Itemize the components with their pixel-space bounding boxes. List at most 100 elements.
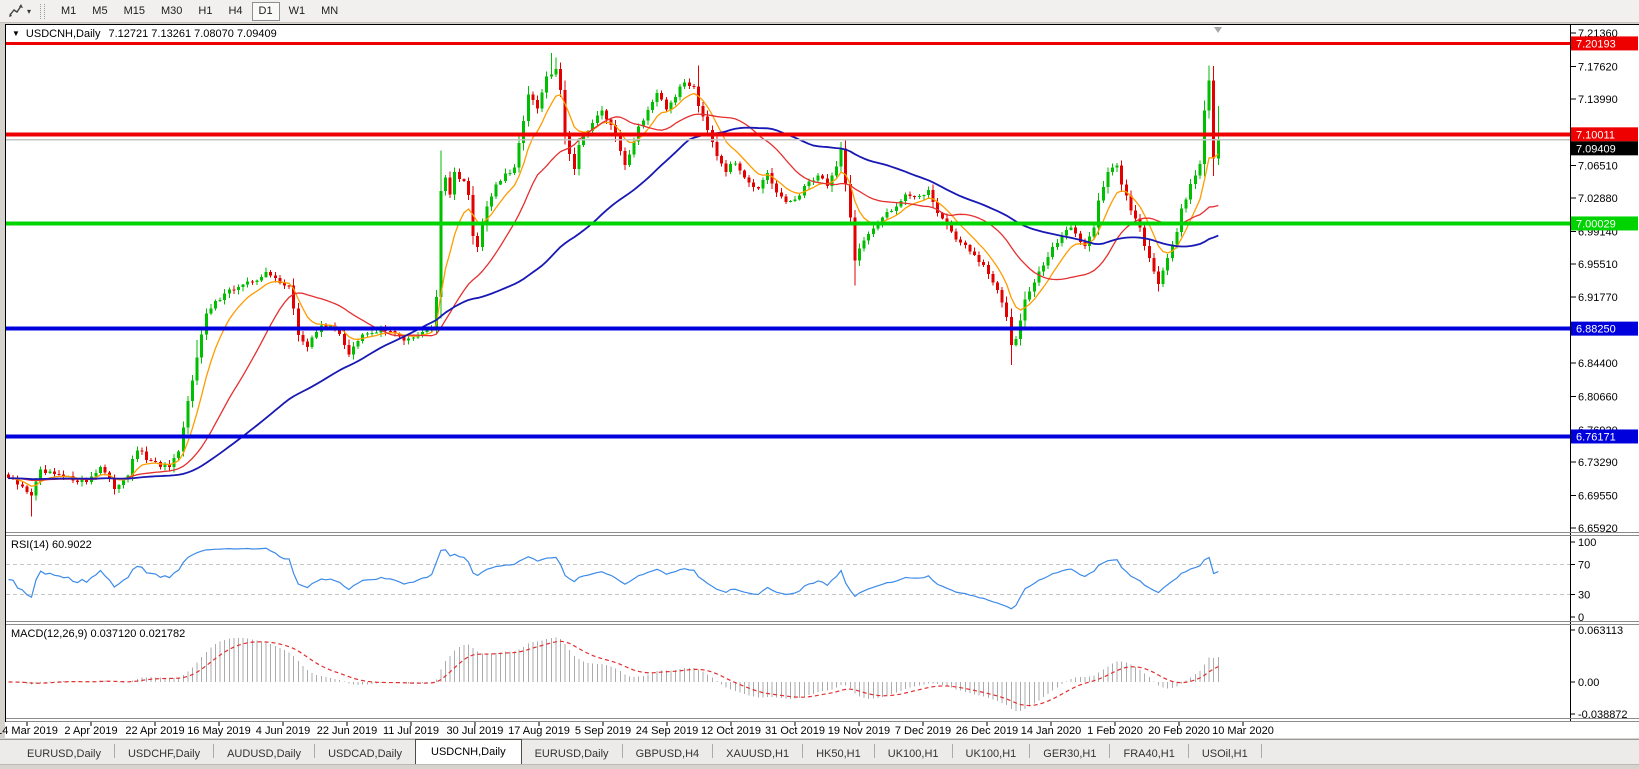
chart-tab-XAUUSD-H1[interactable]: XAUUSD,H1	[726, 747, 790, 760]
dropdown-arrow-icon: ▾	[27, 6, 32, 16]
date-tick-label: 31 Oct 2019	[765, 725, 825, 737]
date-tick-label: 19 Nov 2019	[828, 725, 890, 737]
date-tick-label: 17 Aug 2019	[508, 725, 570, 737]
hline-7.10011-label: 7.10011	[1576, 129, 1615, 141]
chart-ohlc-values: 7.12721 7.13261 7.08070 7.09409	[108, 28, 277, 40]
chart-tab-EURUSD-Daily[interactable]: EURUSD,Daily	[27, 747, 101, 760]
chart-tab-FRA40-H1[interactable]: FRA40,H1	[1123, 747, 1175, 760]
chart-title: ▼ USDCNH,Daily 7.12721 7.13261 7.08070 7.0…	[12, 28, 277, 40]
hline-6.88250-box	[1571, 321, 1638, 336]
chart-tab-AUDUSD-Daily[interactable]: AUDUSD,Daily	[227, 747, 302, 760]
ma-fast-line	[8, 92, 1219, 487]
bid-price-box	[1571, 141, 1638, 156]
date-tick-label: 30 Jul 2019	[447, 725, 504, 737]
chart-tab-EURUSD-Daily[interactable]: EURUSD,Daily	[534, 747, 609, 760]
chart-tab-GBPUSD-H4[interactable]: GBPUSD,H4	[635, 747, 700, 760]
timeframe-button-M30[interactable]: M30	[160, 5, 183, 17]
window-bottom-strip	[0, 764, 1639, 769]
hline-6.76171-box	[1571, 429, 1638, 444]
chart-tab-USOil-H1[interactable]: USOil,H1	[1201, 747, 1248, 760]
chart-tab-HK50-H1[interactable]: HK50,H1	[816, 747, 861, 760]
date-tick-label: 5 Sep 2019	[575, 725, 631, 737]
price-tick-label: 6.65920	[1578, 523, 1618, 535]
toolbar-grip-handle[interactable]	[40, 3, 46, 19]
tab-divider	[1260, 744, 1262, 758]
price-tick-label: 6.84400	[1578, 358, 1618, 370]
rsi-tick-label: 0	[1578, 612, 1584, 624]
price-tick-label: 6.69550	[1578, 491, 1618, 503]
rsi-indicator-label: RSI(14) 60.9022	[11, 539, 92, 551]
date-tick-label: 12 Oct 2019	[701, 725, 761, 737]
ma-mid-line	[8, 113, 1219, 482]
hline-6.88250-label: 6.88250	[1576, 324, 1616, 336]
timeframe-button-M1[interactable]: M1	[61, 5, 77, 17]
macd-signal-line	[8, 640, 1219, 707]
tab-divider	[314, 744, 316, 758]
chart-tab-UK100-H1[interactable]: UK100,H1	[887, 747, 939, 760]
tab-divider	[802, 744, 804, 758]
chart-tab-UK100-H1[interactable]: UK100,H1	[965, 747, 1017, 760]
timeframe-button-W1[interactable]: W1	[288, 5, 306, 17]
date-tick-label: 20 Feb 2020	[1148, 725, 1210, 737]
date-tick-label: 26 Dec 2019	[956, 725, 1018, 737]
rsi-tick-label: 30	[1578, 590, 1590, 602]
date-tick-label: 2 Apr 2019	[64, 725, 117, 737]
rsi-tick-label: 70	[1578, 560, 1590, 572]
date-axis[interactable]: 14 Mar 2019 2 Apr 2019 22 Apr 2019 16 May 2…	[0, 722, 1274, 737]
rsi-line	[8, 547, 1219, 610]
macd-indicator-label: MACD(12,26,9) 0.037120 0.021782	[11, 628, 186, 640]
date-tick-label: 24 Sep 2019	[636, 725, 698, 737]
date-tick-label: 22 Jun 2019	[317, 725, 378, 737]
price-tick-label: 7.02880	[1578, 193, 1618, 205]
chart-tab-USDCAD-Daily[interactable]: USDCAD,Daily	[328, 747, 403, 760]
chart-tool-button[interactable]: ▾	[5, 1, 34, 21]
price-tick-label: 6.80660	[1578, 391, 1618, 403]
title-collapse-icon[interactable]: ▼	[12, 29, 20, 38]
chart-window-bg	[5, 24, 1639, 738]
timeframe-button-M15[interactable]: M15	[123, 5, 145, 17]
price-tick-label: 6.95510	[1578, 259, 1618, 271]
date-tick-label: 22 Apr 2019	[125, 725, 184, 737]
hline-7.00029-box	[1571, 216, 1638, 231]
tab-divider	[712, 744, 714, 758]
timeframe-button-D1[interactable]: D1	[251, 1, 280, 21]
price-tick-label: 7.06510	[1578, 161, 1618, 173]
hline-7.20193-label: 7.20193	[1576, 38, 1616, 50]
date-tick-label: 4 Jun 2019	[256, 725, 310, 737]
timeframe-button-H4[interactable]: H4	[228, 5, 243, 17]
chart-tab-USDCHF-Daily[interactable]: USDCHF,Daily	[127, 747, 201, 760]
hline-7.10011-box	[1571, 127, 1638, 142]
rsi-tick-label: 100	[1578, 537, 1596, 549]
date-tick-label: 14 Mar 2019	[0, 725, 58, 737]
date-tick-label: 16 May 2019	[187, 725, 251, 737]
bid-price-label: 7.09409	[1576, 143, 1616, 155]
chart-tabs-bar: EURUSD,Daily USDCHF,Daily AUDUSD,Daily USDC…	[0, 739, 1639, 764]
price-tick-label: 7.13990	[1578, 94, 1618, 106]
hline-7.20193-box	[1571, 36, 1638, 51]
price-tick-label: 6.91770	[1578, 292, 1618, 304]
tab-divider	[113, 744, 115, 758]
hline-7.00029-label: 7.00029	[1576, 218, 1616, 230]
tab-divider	[621, 744, 623, 758]
price-tick-label: 6.73290	[1578, 457, 1618, 469]
macd-tick-label: 0.00	[1578, 677, 1599, 689]
timeframe-button-M5[interactable]: M5	[92, 5, 108, 17]
tab-divider	[1187, 744, 1189, 758]
date-tick-label: 10 Mar 2020	[1212, 725, 1274, 737]
chart-tab-GER30-H1[interactable]: GER30,H1	[1043, 747, 1097, 760]
timeframe-button-H1[interactable]: H1	[198, 5, 213, 17]
macd-tick-label: 0.063113	[1578, 625, 1623, 637]
chart-tab-USDCNH-Daily[interactable]: USDCNH,Daily	[415, 739, 522, 764]
chart-symbol-period: USDCNH,Daily	[25, 28, 101, 40]
macd-tick-label: -0.038872	[1578, 709, 1628, 721]
tab-divider	[873, 744, 875, 758]
timeframe-button-MN[interactable]: MN	[321, 5, 339, 17]
date-tick-label: 1 Feb 2020	[1087, 725, 1143, 737]
chart-tool-icon	[9, 4, 23, 17]
hline-6.76171-label: 6.76171	[1576, 431, 1616, 443]
date-tick-label: 11 Jul 2019	[383, 725, 439, 737]
date-tick-label: 14 Jan 2020	[1021, 725, 1082, 737]
tab-divider	[213, 744, 215, 758]
chart-shift-marker-icon	[1214, 27, 1222, 33]
